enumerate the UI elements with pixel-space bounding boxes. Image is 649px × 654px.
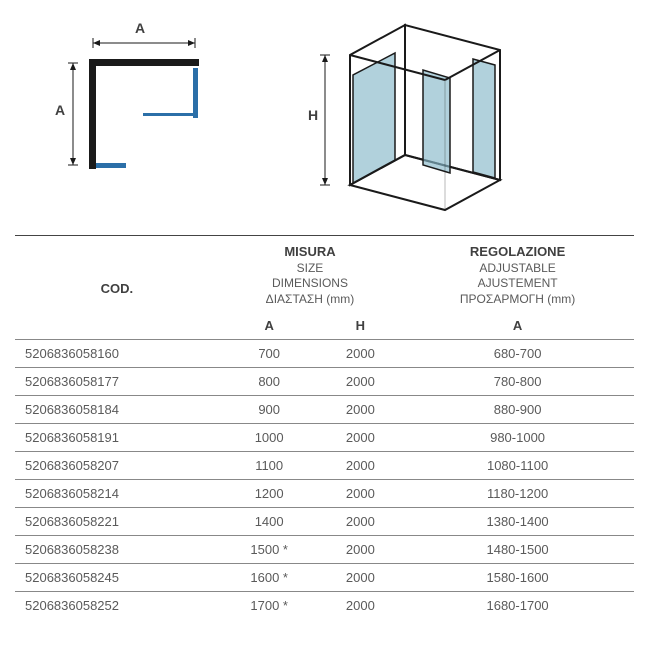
table-row: 5206836058221140020001380-1400 bbox=[15, 507, 634, 535]
table-row: 5206836058214120020001180-1200 bbox=[15, 479, 634, 507]
table-row: 52068360581607002000680-700 bbox=[15, 339, 634, 367]
cell-adj: 1580-1600 bbox=[401, 563, 634, 591]
cell-a: 1100 bbox=[219, 451, 320, 479]
cell-h: 2000 bbox=[320, 535, 402, 563]
dim-label-a-left: A bbox=[55, 102, 65, 118]
diagrams-row: A A H bbox=[15, 15, 634, 215]
table-row: 52068360581778002000780-800 bbox=[15, 367, 634, 395]
cell-h: 2000 bbox=[320, 591, 402, 619]
cell-h: 2000 bbox=[320, 507, 402, 535]
cell-code: 5206836058245 bbox=[15, 563, 219, 591]
cell-adj: 780-800 bbox=[401, 367, 634, 395]
cell-code: 5206836058160 bbox=[15, 339, 219, 367]
cell-a: 700 bbox=[219, 339, 320, 367]
spec-table: COD. MISURA SIZE DIMENSIONS ΔΙΑΣΤΑΣΗ (mm… bbox=[15, 235, 634, 619]
cell-code: 5206836058214 bbox=[15, 479, 219, 507]
cell-a: 800 bbox=[219, 367, 320, 395]
dim-label-a-top: A bbox=[135, 20, 145, 36]
cell-h: 2000 bbox=[320, 479, 402, 507]
diagram-2d: A A bbox=[45, 15, 215, 185]
table-body: 52068360581607002000680-7005206836058177… bbox=[15, 339, 634, 619]
cell-a: 1200 bbox=[219, 479, 320, 507]
cell-a: 1500 * bbox=[219, 535, 320, 563]
table-row: 520683605819110002000980-1000 bbox=[15, 423, 634, 451]
header-adj-line-2: AJUSTEMENT bbox=[405, 276, 630, 292]
table-row: 52068360582521700 *20001680-1700 bbox=[15, 591, 634, 619]
subheader-adj-a: A bbox=[401, 312, 634, 340]
spec-table-container: COD. MISURA SIZE DIMENSIONS ΔΙΑΣΤΑΣΗ (mm… bbox=[15, 235, 634, 619]
header-size-line-3: ΔΙΑΣΤΑΣΗ (mm) bbox=[223, 292, 397, 308]
cell-code: 5206836058221 bbox=[15, 507, 219, 535]
table-row: 5206836058207110020001080-1100 bbox=[15, 451, 634, 479]
table-row: 52068360581849002000880-900 bbox=[15, 395, 634, 423]
header-adj-line-1: ADJUSTABLE bbox=[405, 261, 630, 277]
header-adj: REGOLAZIONE ADJUSTABLE AJUSTEMENT ΠΡΟΣΑΡ… bbox=[401, 236, 634, 312]
subheader-a: A bbox=[219, 312, 320, 340]
subheader-h: H bbox=[320, 312, 402, 340]
cell-a: 1600 * bbox=[219, 563, 320, 591]
table-header: COD. MISURA SIZE DIMENSIONS ΔΙΑΣΤΑΣΗ (mm… bbox=[15, 236, 634, 340]
header-cod: COD. bbox=[15, 236, 219, 340]
cell-h: 2000 bbox=[320, 339, 402, 367]
cell-adj: 680-700 bbox=[401, 339, 634, 367]
cell-code: 5206836058184 bbox=[15, 395, 219, 423]
cell-a: 1400 bbox=[219, 507, 320, 535]
diagram-3d: H bbox=[295, 15, 515, 215]
header-adj-line-0: REGOLAZIONE bbox=[405, 244, 630, 261]
cell-a: 900 bbox=[219, 395, 320, 423]
cell-code: 5206836058238 bbox=[15, 535, 219, 563]
cell-a: 1700 * bbox=[219, 591, 320, 619]
header-adj-line-3: ΠΡΟΣΑΡΜΟΓΗ (mm) bbox=[405, 292, 630, 308]
cell-adj: 1180-1200 bbox=[401, 479, 634, 507]
cell-h: 2000 bbox=[320, 367, 402, 395]
table-row: 52068360582381500 *20001480-1500 bbox=[15, 535, 634, 563]
cell-h: 2000 bbox=[320, 423, 402, 451]
table-row: 52068360582451600 *20001580-1600 bbox=[15, 563, 634, 591]
cell-h: 2000 bbox=[320, 451, 402, 479]
cell-adj: 1380-1400 bbox=[401, 507, 634, 535]
cell-adj: 880-900 bbox=[401, 395, 634, 423]
cell-adj: 1680-1700 bbox=[401, 591, 634, 619]
cell-adj: 1080-1100 bbox=[401, 451, 634, 479]
cell-h: 2000 bbox=[320, 395, 402, 423]
header-size-line-2: DIMENSIONS bbox=[223, 276, 397, 292]
cell-code: 5206836058207 bbox=[15, 451, 219, 479]
cell-code: 5206836058177 bbox=[15, 367, 219, 395]
cell-code: 5206836058252 bbox=[15, 591, 219, 619]
cell-h: 2000 bbox=[320, 563, 402, 591]
header-size-line-0: MISURA bbox=[223, 244, 397, 261]
cell-adj: 980-1000 bbox=[401, 423, 634, 451]
dim-label-h: H bbox=[308, 107, 318, 123]
header-size: MISURA SIZE DIMENSIONS ΔΙΑΣΤΑΣΗ (mm) bbox=[219, 236, 401, 312]
header-size-line-1: SIZE bbox=[223, 261, 397, 277]
cell-a: 1000 bbox=[219, 423, 320, 451]
cell-adj: 1480-1500 bbox=[401, 535, 634, 563]
cell-code: 5206836058191 bbox=[15, 423, 219, 451]
